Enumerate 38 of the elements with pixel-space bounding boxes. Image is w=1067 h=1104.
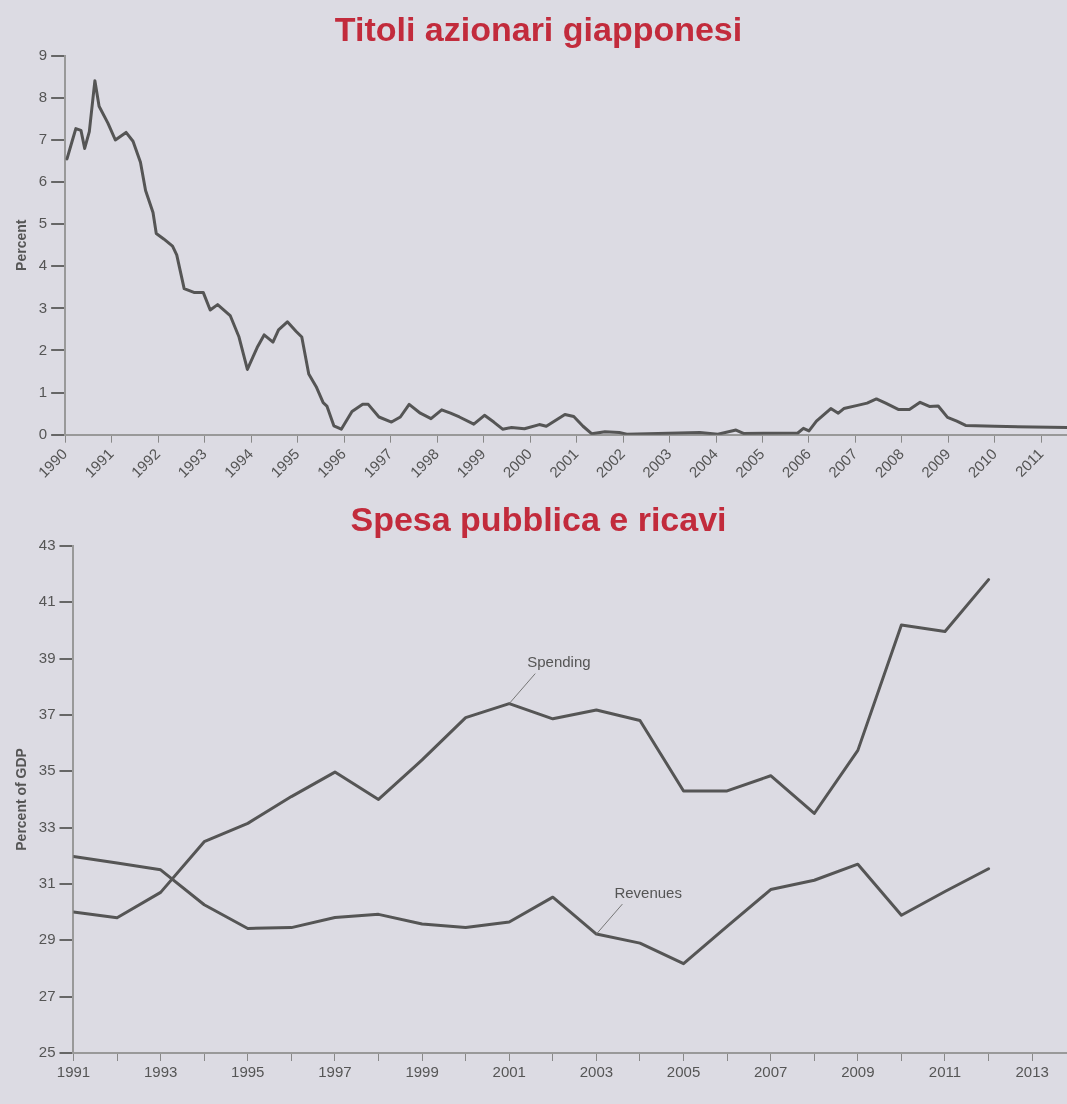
- y-tick-label: 33: [38, 817, 56, 835]
- y-tick-label: 41: [38, 592, 56, 610]
- y-axis-title: Percent of GDP: [13, 748, 30, 851]
- y-tick-label: 6: [38, 172, 48, 190]
- y-tick-label: 1: [38, 382, 48, 400]
- y-tick-label: 5: [38, 214, 48, 232]
- x-tick-label: 2009: [841, 1063, 875, 1081]
- y-axis-title: Percent: [13, 219, 30, 271]
- y-tick-label: 43: [38, 535, 56, 553]
- x-tick-label: 2013: [1015, 1063, 1049, 1081]
- x-tick-label: 1999: [405, 1063, 439, 1081]
- x-tick-label: 1991: [56, 1063, 91, 1081]
- x-tick-label: 1997: [318, 1063, 352, 1081]
- y-tick-label: 2: [38, 340, 48, 358]
- y-tick-label: 35: [38, 761, 56, 779]
- y-tick-label: 27: [38, 986, 56, 1004]
- y-tick-label: 31: [38, 874, 56, 892]
- y-tick-label: 39: [38, 648, 56, 666]
- x-tick-label: 2007: [754, 1063, 788, 1081]
- x-tick-label: 2011: [928, 1063, 962, 1081]
- chart-title: Spesa pubblica e ricavi: [350, 499, 727, 538]
- x-tick-label: 2003: [579, 1063, 614, 1081]
- y-tick-label: 7: [38, 130, 48, 148]
- chart-title: Titoli azionari giapponesi: [334, 9, 743, 48]
- y-tick-label: 29: [38, 930, 56, 948]
- y-tick-label: 9: [38, 45, 48, 63]
- y-tick-label: 3: [38, 298, 48, 316]
- y-tick-label: 25: [38, 1043, 56, 1061]
- x-tick-label: 2005: [666, 1063, 701, 1081]
- y-tick-label: 37: [38, 705, 56, 723]
- y-tick-label: 8: [38, 88, 48, 106]
- y-tick-label: 4: [38, 256, 48, 274]
- x-tick-label: 1995: [231, 1063, 265, 1081]
- annotation: Revenues: [614, 883, 682, 901]
- x-tick-label: 1993: [143, 1063, 178, 1081]
- y-tick-label: 0: [38, 424, 48, 442]
- annotation: Spending: [527, 653, 591, 671]
- x-tick-label: 2001: [492, 1063, 526, 1081]
